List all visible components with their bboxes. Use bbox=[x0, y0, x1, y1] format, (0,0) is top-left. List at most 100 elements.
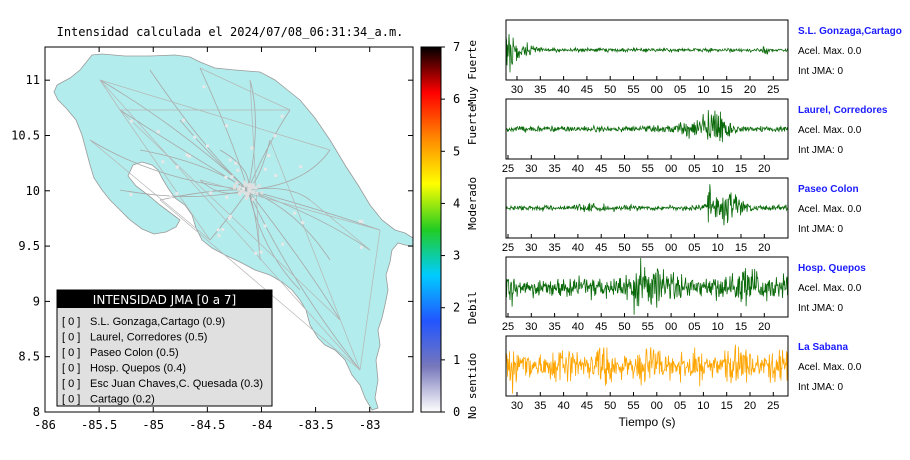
station-dot bbox=[259, 250, 263, 254]
station-dot bbox=[248, 184, 252, 188]
station-dot bbox=[267, 154, 271, 158]
station-dot bbox=[250, 186, 254, 190]
station-dot bbox=[244, 196, 248, 200]
station-dot bbox=[274, 174, 278, 178]
waveform-frame bbox=[505, 256, 789, 318]
waveform-tick-label: 10 bbox=[712, 163, 724, 175]
waveform-tick-label: 10 bbox=[697, 400, 709, 412]
station-name: Hosp. Quepos bbox=[798, 263, 866, 274]
colorbar-intensity-label: Muy Fuerte bbox=[466, 40, 479, 106]
waveform-tick-label: 25 bbox=[502, 242, 514, 254]
station-dot bbox=[254, 251, 258, 255]
map-x-tick-label: -83.5 bbox=[298, 418, 334, 432]
station-dot bbox=[238, 192, 242, 196]
intensity-colorbar: 0 1 2 3 4 5 6 7 No sentido Debil Moderado FuerteMu… bbox=[420, 40, 479, 419]
waveform-frame bbox=[505, 335, 789, 397]
waveform-panel: 30 35 40 45 50 55 00 05 10 15 20 25 La Sabana Acel. M… bbox=[505, 335, 862, 412]
station-jma-intensity: Int JMA: 0 bbox=[798, 224, 843, 235]
station-dot bbox=[129, 193, 133, 197]
road-line bbox=[179, 119, 249, 191]
waveform-tick-label: 55 bbox=[627, 84, 639, 96]
station-markers bbox=[129, 85, 364, 255]
station-dot bbox=[245, 194, 249, 198]
legend-entry-label: Hosp. Quepos (0.4) bbox=[90, 363, 186, 375]
map-y-tick-label: 8.5 bbox=[18, 350, 40, 364]
station-dot bbox=[175, 165, 179, 169]
colorbar-tick-label: 6 bbox=[453, 92, 460, 106]
colorbar-intensity-label: Debil bbox=[466, 291, 479, 324]
road-line bbox=[249, 79, 261, 261]
waveform-tick-label: 50 bbox=[618, 321, 630, 333]
map-y-tick-label: 10.5 bbox=[11, 128, 40, 142]
station-dot bbox=[156, 130, 160, 134]
colorbar-tick-label: 7 bbox=[453, 40, 460, 54]
legend-entry-level: [ 0 ] bbox=[62, 332, 80, 344]
road-line bbox=[199, 67, 291, 111]
waveform-tick-label: 30 bbox=[511, 400, 523, 412]
waveform-tick-label: 30 bbox=[525, 163, 537, 175]
station-dot bbox=[235, 181, 239, 185]
waveform-tick-label: 55 bbox=[642, 242, 654, 254]
waveform-tick-label: 30 bbox=[525, 321, 537, 333]
station-max-acceleration: Acel. Max. 0.0 bbox=[798, 125, 862, 136]
station-name: S.L. Gonzaga,Cartago bbox=[798, 26, 902, 37]
legend-entry-level: [ 0 ] bbox=[62, 347, 80, 359]
station-dot bbox=[175, 192, 179, 196]
station-dot bbox=[263, 224, 267, 228]
map-x-tick-label: -84 bbox=[251, 418, 273, 432]
waveform-tick-label: 55 bbox=[627, 400, 639, 412]
road-line bbox=[99, 79, 331, 151]
map-y-axis: 11 10.5 10 9.5 9 8.5 8 bbox=[11, 73, 413, 419]
station-jma-intensity: Int JMA: 0 bbox=[798, 66, 843, 77]
legend-entry-level: [ 0 ] bbox=[62, 316, 80, 328]
station-dot bbox=[251, 184, 255, 188]
waveform-tick-label: 00 bbox=[665, 242, 677, 254]
waveform-tick-label: 40 bbox=[572, 321, 584, 333]
waveform-tick-label: 25 bbox=[767, 400, 779, 412]
waveform-tick-label: 15 bbox=[735, 163, 747, 175]
waveform-tick-label: 40 bbox=[557, 84, 569, 96]
station-max-acceleration: Acel. Max. 0.0 bbox=[798, 362, 862, 373]
station-dot bbox=[234, 161, 238, 165]
colorbar-tick-label: 1 bbox=[453, 353, 460, 367]
waveform-tick-label: 05 bbox=[688, 242, 700, 254]
road-line bbox=[89, 139, 211, 241]
station-name: Paseo Colon bbox=[798, 184, 859, 195]
waveform-tick-label: 20 bbox=[744, 84, 756, 96]
legend-entry-label: Esc Juan Chaves,C. Quesada (0.3) bbox=[90, 378, 263, 390]
road-line bbox=[269, 139, 361, 371]
station-dot bbox=[217, 234, 221, 238]
station-dot bbox=[236, 168, 240, 172]
station-dot bbox=[233, 183, 237, 187]
station-dot bbox=[202, 85, 206, 89]
station-dot bbox=[205, 144, 209, 148]
road-line bbox=[139, 149, 249, 191]
waveform-tick-label: 45 bbox=[581, 84, 593, 96]
waveform-xlabel: Tiempo (s) bbox=[619, 415, 676, 429]
station-dot bbox=[230, 175, 234, 179]
station-dot bbox=[185, 153, 189, 157]
waveform-tick-label: 10 bbox=[697, 84, 709, 96]
station-dot bbox=[280, 114, 284, 118]
road-line bbox=[247, 79, 256, 191]
waveform-frame bbox=[505, 177, 789, 239]
station-dot bbox=[252, 190, 256, 194]
road-line bbox=[247, 189, 371, 251]
waveform-tick-label: 40 bbox=[557, 400, 569, 412]
waveform-tick-label: 55 bbox=[642, 321, 654, 333]
colorbar-intensity-label: No sentido bbox=[466, 353, 479, 419]
map-x-tick-label: -85 bbox=[142, 418, 164, 432]
waveform-tick-label: 55 bbox=[642, 163, 654, 175]
waveform-tick-label: 50 bbox=[618, 242, 630, 254]
waveform-tick-label: 30 bbox=[511, 84, 523, 96]
waveform-tick-label: 00 bbox=[651, 400, 663, 412]
waveform-tick-label: 10 bbox=[712, 242, 724, 254]
station-dot bbox=[238, 185, 242, 189]
colorbar-intensity-label: Fuerte bbox=[466, 105, 479, 145]
road-line bbox=[359, 229, 381, 371]
intensity-legend: INTENSIDAD JMA [0 a 7] [ 0 ] S.L. Gonzaga… bbox=[56, 289, 273, 407]
station-dot bbox=[301, 221, 305, 225]
map-y-tick-label: 9 bbox=[33, 294, 40, 308]
